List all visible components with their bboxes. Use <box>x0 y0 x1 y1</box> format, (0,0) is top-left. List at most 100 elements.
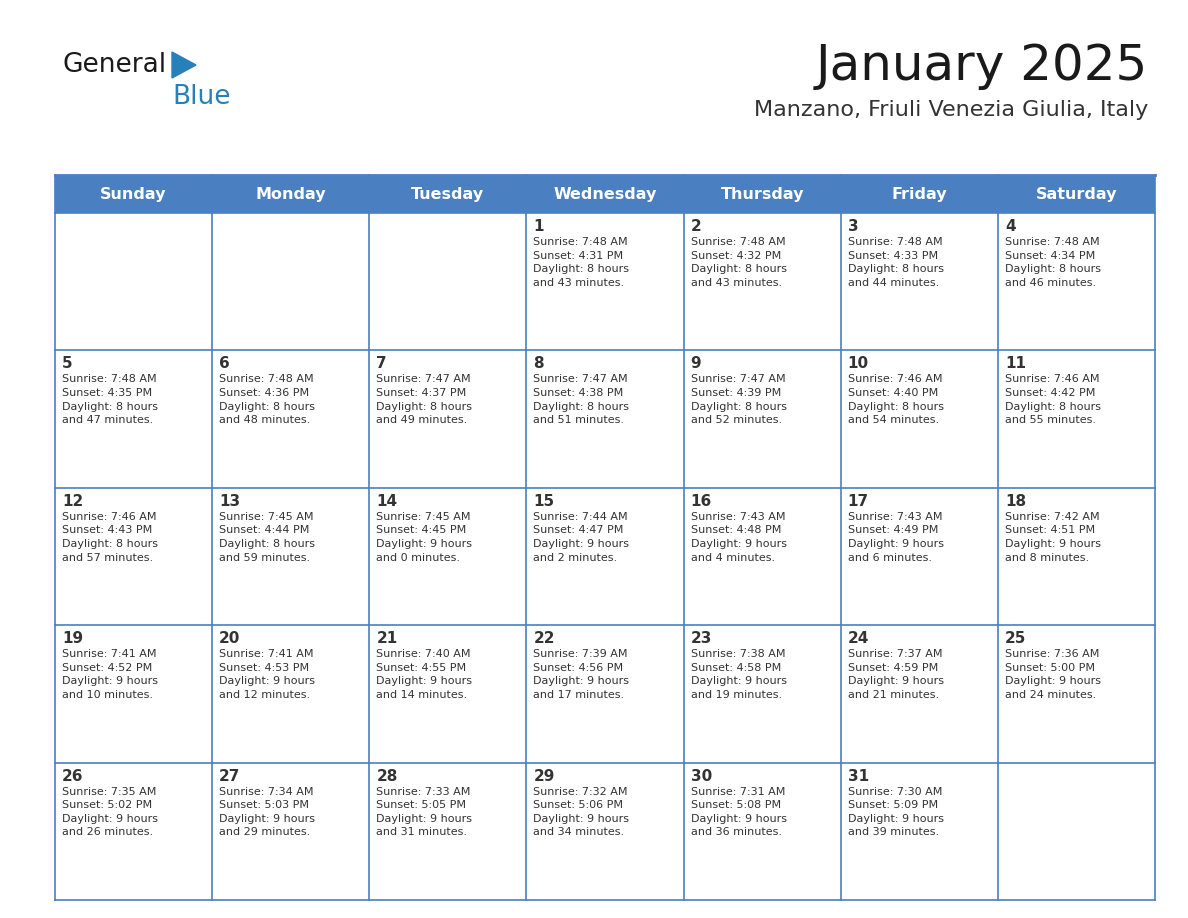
Text: Sunrise: 7:46 AM
Sunset: 4:40 PM
Daylight: 8 hours
and 54 minutes.: Sunrise: 7:46 AM Sunset: 4:40 PM Dayligh… <box>848 375 943 425</box>
Bar <box>998 763 1155 900</box>
Bar <box>526 487 683 625</box>
Bar <box>55 175 1155 213</box>
Text: Sunrise: 7:34 AM
Sunset: 5:03 PM
Daylight: 9 hours
and 29 minutes.: Sunrise: 7:34 AM Sunset: 5:03 PM Dayligh… <box>219 787 315 837</box>
Bar <box>841 213 998 351</box>
Text: 11: 11 <box>1005 356 1026 372</box>
Text: Sunrise: 7:48 AM
Sunset: 4:35 PM
Daylight: 8 hours
and 47 minutes.: Sunrise: 7:48 AM Sunset: 4:35 PM Dayligh… <box>62 375 158 425</box>
Bar <box>369 625 526 763</box>
Text: Sunday: Sunday <box>100 186 166 201</box>
Bar <box>213 213 369 351</box>
Bar <box>55 763 213 900</box>
Bar <box>213 487 369 625</box>
Bar <box>998 213 1155 351</box>
Text: Sunrise: 7:43 AM
Sunset: 4:49 PM
Daylight: 9 hours
and 6 minutes.: Sunrise: 7:43 AM Sunset: 4:49 PM Dayligh… <box>848 512 943 563</box>
Text: Blue: Blue <box>172 84 230 110</box>
Text: Sunrise: 7:48 AM
Sunset: 4:34 PM
Daylight: 8 hours
and 46 minutes.: Sunrise: 7:48 AM Sunset: 4:34 PM Dayligh… <box>1005 237 1101 288</box>
Text: Sunrise: 7:48 AM
Sunset: 4:36 PM
Daylight: 8 hours
and 48 minutes.: Sunrise: 7:48 AM Sunset: 4:36 PM Dayligh… <box>219 375 315 425</box>
Bar <box>369 213 526 351</box>
Bar <box>998 487 1155 625</box>
Text: 2: 2 <box>690 219 701 234</box>
Text: 16: 16 <box>690 494 712 509</box>
Text: 20: 20 <box>219 632 240 646</box>
Text: 15: 15 <box>533 494 555 509</box>
Polygon shape <box>172 52 196 78</box>
Bar <box>55 487 213 625</box>
Text: 19: 19 <box>62 632 83 646</box>
Text: 22: 22 <box>533 632 555 646</box>
Text: Sunrise: 7:41 AM
Sunset: 4:53 PM
Daylight: 9 hours
and 12 minutes.: Sunrise: 7:41 AM Sunset: 4:53 PM Dayligh… <box>219 649 315 700</box>
Bar <box>369 351 526 487</box>
Text: Sunrise: 7:43 AM
Sunset: 4:48 PM
Daylight: 9 hours
and 4 minutes.: Sunrise: 7:43 AM Sunset: 4:48 PM Dayligh… <box>690 512 786 563</box>
Text: 14: 14 <box>377 494 398 509</box>
Text: 9: 9 <box>690 356 701 372</box>
Bar <box>213 625 369 763</box>
Text: Sunrise: 7:32 AM
Sunset: 5:06 PM
Daylight: 9 hours
and 34 minutes.: Sunrise: 7:32 AM Sunset: 5:06 PM Dayligh… <box>533 787 630 837</box>
Text: Sunrise: 7:30 AM
Sunset: 5:09 PM
Daylight: 9 hours
and 39 minutes.: Sunrise: 7:30 AM Sunset: 5:09 PM Dayligh… <box>848 787 943 837</box>
Text: 28: 28 <box>377 768 398 784</box>
Text: Sunrise: 7:40 AM
Sunset: 4:55 PM
Daylight: 9 hours
and 14 minutes.: Sunrise: 7:40 AM Sunset: 4:55 PM Dayligh… <box>377 649 473 700</box>
Text: January 2025: January 2025 <box>816 42 1148 90</box>
Text: 17: 17 <box>848 494 868 509</box>
Text: 12: 12 <box>62 494 83 509</box>
Bar <box>213 763 369 900</box>
Text: Manzano, Friuli Venezia Giulia, Italy: Manzano, Friuli Venezia Giulia, Italy <box>753 100 1148 120</box>
Text: Friday: Friday <box>891 186 947 201</box>
Text: 21: 21 <box>377 632 398 646</box>
Bar <box>841 351 998 487</box>
Text: 5: 5 <box>62 356 72 372</box>
Bar <box>683 351 841 487</box>
Bar <box>998 351 1155 487</box>
Bar <box>369 763 526 900</box>
Text: Saturday: Saturday <box>1036 186 1117 201</box>
Bar <box>55 213 213 351</box>
Text: Monday: Monday <box>255 186 326 201</box>
Text: Sunrise: 7:44 AM
Sunset: 4:47 PM
Daylight: 9 hours
and 2 minutes.: Sunrise: 7:44 AM Sunset: 4:47 PM Dayligh… <box>533 512 630 563</box>
Text: 13: 13 <box>219 494 240 509</box>
Text: General: General <box>62 52 166 78</box>
Bar <box>683 487 841 625</box>
Text: 4: 4 <box>1005 219 1016 234</box>
Text: 18: 18 <box>1005 494 1026 509</box>
Text: Tuesday: Tuesday <box>411 186 485 201</box>
Text: 24: 24 <box>848 632 870 646</box>
Text: 8: 8 <box>533 356 544 372</box>
Text: Sunrise: 7:45 AM
Sunset: 4:45 PM
Daylight: 9 hours
and 0 minutes.: Sunrise: 7:45 AM Sunset: 4:45 PM Dayligh… <box>377 512 473 563</box>
Text: Sunrise: 7:48 AM
Sunset: 4:31 PM
Daylight: 8 hours
and 43 minutes.: Sunrise: 7:48 AM Sunset: 4:31 PM Dayligh… <box>533 237 630 288</box>
Text: Sunrise: 7:42 AM
Sunset: 4:51 PM
Daylight: 9 hours
and 8 minutes.: Sunrise: 7:42 AM Sunset: 4:51 PM Dayligh… <box>1005 512 1101 563</box>
Text: 31: 31 <box>848 768 868 784</box>
Text: 26: 26 <box>62 768 83 784</box>
Text: Sunrise: 7:41 AM
Sunset: 4:52 PM
Daylight: 9 hours
and 10 minutes.: Sunrise: 7:41 AM Sunset: 4:52 PM Dayligh… <box>62 649 158 700</box>
Bar <box>213 351 369 487</box>
Bar <box>683 625 841 763</box>
Text: Sunrise: 7:37 AM
Sunset: 4:59 PM
Daylight: 9 hours
and 21 minutes.: Sunrise: 7:37 AM Sunset: 4:59 PM Dayligh… <box>848 649 943 700</box>
Bar <box>526 763 683 900</box>
Bar <box>998 625 1155 763</box>
Text: Sunrise: 7:47 AM
Sunset: 4:37 PM
Daylight: 8 hours
and 49 minutes.: Sunrise: 7:47 AM Sunset: 4:37 PM Dayligh… <box>377 375 473 425</box>
Text: Sunrise: 7:48 AM
Sunset: 4:32 PM
Daylight: 8 hours
and 43 minutes.: Sunrise: 7:48 AM Sunset: 4:32 PM Dayligh… <box>690 237 786 288</box>
Text: 25: 25 <box>1005 632 1026 646</box>
Text: Sunrise: 7:47 AM
Sunset: 4:39 PM
Daylight: 8 hours
and 52 minutes.: Sunrise: 7:47 AM Sunset: 4:39 PM Dayligh… <box>690 375 786 425</box>
Text: 30: 30 <box>690 768 712 784</box>
Text: Sunrise: 7:47 AM
Sunset: 4:38 PM
Daylight: 8 hours
and 51 minutes.: Sunrise: 7:47 AM Sunset: 4:38 PM Dayligh… <box>533 375 630 425</box>
Bar <box>526 213 683 351</box>
Bar <box>526 625 683 763</box>
Text: 1: 1 <box>533 219 544 234</box>
Text: Sunrise: 7:45 AM
Sunset: 4:44 PM
Daylight: 8 hours
and 59 minutes.: Sunrise: 7:45 AM Sunset: 4:44 PM Dayligh… <box>219 512 315 563</box>
Text: Sunrise: 7:46 AM
Sunset: 4:43 PM
Daylight: 8 hours
and 57 minutes.: Sunrise: 7:46 AM Sunset: 4:43 PM Dayligh… <box>62 512 158 563</box>
Bar <box>841 625 998 763</box>
Text: Sunrise: 7:39 AM
Sunset: 4:56 PM
Daylight: 9 hours
and 17 minutes.: Sunrise: 7:39 AM Sunset: 4:56 PM Dayligh… <box>533 649 630 700</box>
Bar <box>55 625 213 763</box>
Bar <box>841 763 998 900</box>
Text: Wednesday: Wednesday <box>554 186 657 201</box>
Text: 29: 29 <box>533 768 555 784</box>
Text: Thursday: Thursday <box>720 186 804 201</box>
Text: Sunrise: 7:38 AM
Sunset: 4:58 PM
Daylight: 9 hours
and 19 minutes.: Sunrise: 7:38 AM Sunset: 4:58 PM Dayligh… <box>690 649 786 700</box>
Text: Sunrise: 7:46 AM
Sunset: 4:42 PM
Daylight: 8 hours
and 55 minutes.: Sunrise: 7:46 AM Sunset: 4:42 PM Dayligh… <box>1005 375 1101 425</box>
Text: Sunrise: 7:31 AM
Sunset: 5:08 PM
Daylight: 9 hours
and 36 minutes.: Sunrise: 7:31 AM Sunset: 5:08 PM Dayligh… <box>690 787 786 837</box>
Text: Sunrise: 7:35 AM
Sunset: 5:02 PM
Daylight: 9 hours
and 26 minutes.: Sunrise: 7:35 AM Sunset: 5:02 PM Dayligh… <box>62 787 158 837</box>
Text: 27: 27 <box>219 768 240 784</box>
Text: 23: 23 <box>690 632 712 646</box>
Bar <box>841 487 998 625</box>
Text: Sunrise: 7:36 AM
Sunset: 5:00 PM
Daylight: 9 hours
and 24 minutes.: Sunrise: 7:36 AM Sunset: 5:00 PM Dayligh… <box>1005 649 1101 700</box>
Text: 6: 6 <box>219 356 230 372</box>
